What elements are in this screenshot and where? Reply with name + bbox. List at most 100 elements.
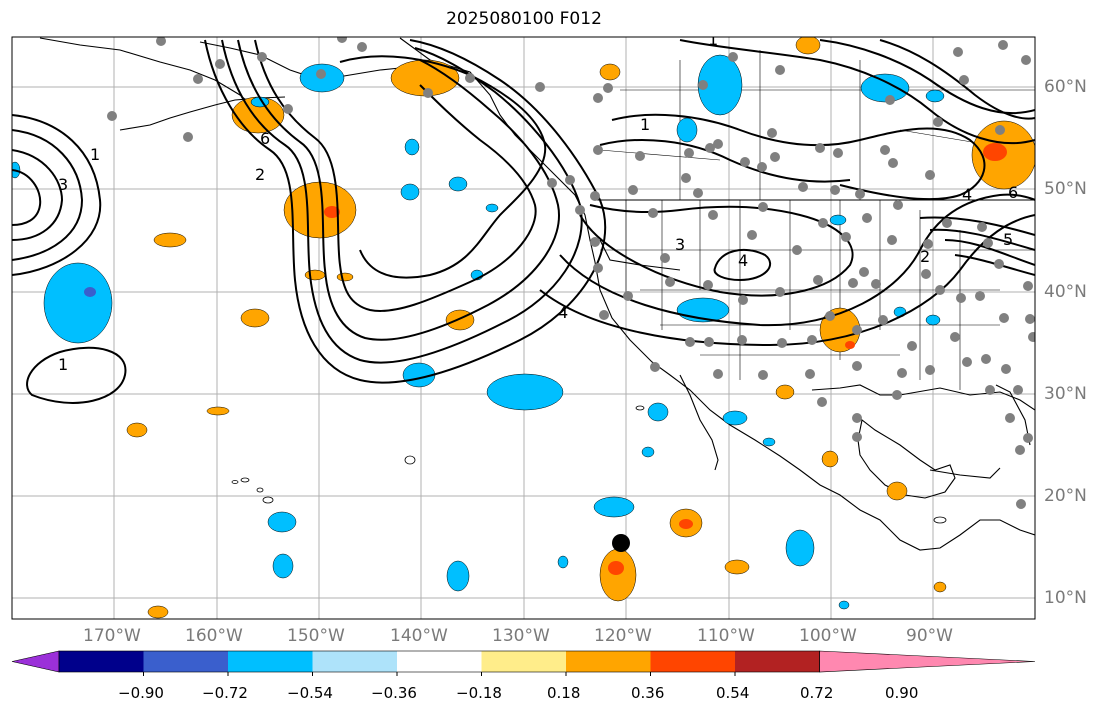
gridlines bbox=[12, 37, 1035, 619]
storm-center-marker bbox=[612, 534, 630, 552]
colorbar-tick-label: 0.36 bbox=[631, 684, 665, 702]
station-marker bbox=[684, 148, 694, 158]
station-marker bbox=[841, 232, 851, 242]
station-marker bbox=[357, 42, 367, 52]
lon-label: 160°W bbox=[185, 626, 243, 646]
colorbar-segment bbox=[59, 651, 144, 672]
station-marker bbox=[852, 413, 862, 423]
station-marker bbox=[878, 315, 888, 325]
colorbar-segment bbox=[566, 651, 651, 672]
station-marker bbox=[757, 162, 767, 172]
station-marker bbox=[1025, 314, 1035, 324]
station-marker bbox=[953, 47, 963, 57]
station-marker bbox=[737, 335, 747, 345]
contour-label: 1 bbox=[58, 355, 68, 374]
station-marker bbox=[775, 65, 785, 75]
colorbar bbox=[11, 650, 1036, 676]
station-marker bbox=[590, 237, 600, 247]
station-marker bbox=[193, 74, 203, 84]
station-marker bbox=[1023, 281, 1033, 291]
station-marker bbox=[107, 111, 117, 121]
contour-label: 4 bbox=[738, 251, 748, 270]
station-marker bbox=[575, 205, 585, 215]
lat-label: 40°N bbox=[1044, 282, 1087, 302]
station-marker bbox=[738, 295, 748, 305]
contour-label: 4 bbox=[962, 185, 972, 204]
station-marker bbox=[925, 365, 935, 375]
station-marker bbox=[933, 117, 943, 127]
station-marker bbox=[855, 189, 865, 199]
station-marker bbox=[805, 369, 815, 379]
station-marker bbox=[650, 362, 660, 372]
colorbar-tick-label: −0.18 bbox=[456, 684, 502, 702]
lon-label: 90°W bbox=[906, 626, 953, 646]
station-marker bbox=[995, 125, 1005, 135]
station-marker bbox=[660, 253, 670, 263]
station-marker bbox=[1021, 55, 1031, 65]
lat-label: 20°N bbox=[1044, 486, 1087, 506]
station-marker bbox=[999, 313, 1009, 323]
station-marker bbox=[635, 151, 645, 161]
lat-label: 50°N bbox=[1044, 179, 1087, 199]
station-marker bbox=[215, 59, 225, 69]
colorbar-tick-label: 0.18 bbox=[547, 684, 581, 702]
contour-label: 2 bbox=[255, 165, 265, 184]
station-marker bbox=[871, 279, 881, 289]
station-marker bbox=[848, 278, 858, 288]
lon-label: 130°W bbox=[492, 626, 550, 646]
contour-label: 6 bbox=[260, 129, 270, 148]
map-frame bbox=[11, 36, 1036, 620]
station-marker bbox=[593, 93, 603, 103]
station-marker bbox=[852, 325, 862, 335]
station-marker bbox=[950, 332, 960, 342]
islands bbox=[231, 405, 947, 524]
station-marker bbox=[593, 145, 603, 155]
station-marker bbox=[1005, 413, 1015, 423]
lat-label: 30°N bbox=[1044, 384, 1087, 404]
station-marker bbox=[593, 263, 603, 273]
station-marker bbox=[547, 178, 557, 188]
station-marker bbox=[777, 338, 787, 348]
station-marker bbox=[703, 280, 713, 290]
colorbar-extend-low bbox=[11, 650, 60, 673]
station-marker bbox=[959, 75, 969, 85]
station-marker bbox=[998, 40, 1008, 50]
station-marker bbox=[713, 139, 723, 149]
station-marker bbox=[830, 185, 840, 195]
station-marker bbox=[907, 341, 917, 351]
station-marker bbox=[705, 143, 715, 153]
station-marker bbox=[1001, 364, 1011, 374]
station-marker bbox=[983, 238, 993, 248]
station-marker bbox=[994, 259, 1004, 269]
station-marker bbox=[792, 245, 802, 255]
station-marker bbox=[852, 432, 862, 442]
contour-label: 1 bbox=[708, 30, 718, 49]
colorbar-segment bbox=[228, 651, 313, 672]
station-marker bbox=[1023, 433, 1033, 443]
contour-label: 1 bbox=[90, 145, 100, 164]
station-marker bbox=[599, 310, 609, 320]
contour-label: 6 bbox=[1008, 183, 1018, 202]
contour-label: 3 bbox=[675, 235, 685, 254]
colorbar-segment bbox=[312, 651, 398, 672]
station-marker bbox=[648, 208, 658, 218]
station-marker bbox=[935, 285, 945, 295]
station-marker bbox=[925, 170, 935, 180]
colorbar-tick-label: −0.36 bbox=[371, 684, 417, 702]
contour-labels: 1 1 1 1 2 2 3 3 4 4 4 6 6 5 bbox=[58, 30, 1018, 374]
colorbar-segment bbox=[143, 651, 229, 672]
station-marker bbox=[880, 145, 890, 155]
colorbar-tick-label: 0.72 bbox=[800, 684, 834, 702]
colorbar-tick-label: −0.72 bbox=[202, 684, 248, 702]
station-marker bbox=[423, 88, 433, 98]
station-marker bbox=[685, 337, 695, 347]
station-marker bbox=[893, 200, 903, 210]
station-marker bbox=[156, 37, 166, 46]
station-marker bbox=[465, 73, 475, 83]
lat-label: 10°N bbox=[1044, 588, 1087, 608]
height-contours bbox=[12, 39, 1035, 404]
station-marker bbox=[815, 143, 825, 153]
lat-label: 60°N bbox=[1044, 77, 1087, 97]
station-marker bbox=[887, 235, 897, 245]
contour-label: 1 bbox=[640, 115, 650, 134]
